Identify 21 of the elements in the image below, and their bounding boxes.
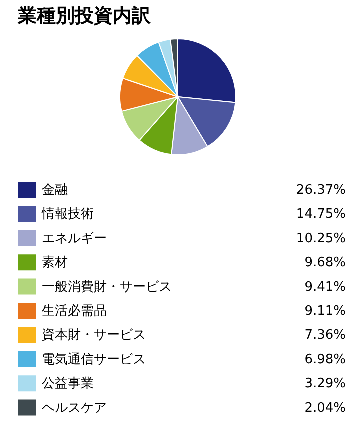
legend-label: エネルギー	[42, 231, 107, 246]
data-label: 14.75%	[296, 207, 346, 222]
legend-label: 公益事業	[42, 376, 94, 392]
legend-label: 資本財・サービス	[42, 328, 146, 344]
legend-label: ヘルスケア	[42, 400, 107, 416]
data-label: 10.25%	[296, 231, 346, 246]
data-label: 6.98%	[304, 352, 346, 368]
data-label: 9.41%	[304, 280, 346, 295]
data-label: 9.68%	[304, 256, 346, 271]
data-label: 9.11%	[304, 304, 346, 319]
legend-label: 金融	[42, 183, 68, 198]
legend-label: 情報技術	[41, 207, 94, 222]
data-label: 7.36%	[304, 328, 346, 344]
legend-label: 生活必需品	[42, 304, 107, 319]
legend-label: 一般消費財・サービス	[42, 280, 172, 295]
legend-label: 電気通信サービス	[42, 352, 146, 368]
chart-title: 業種別投資内訳	[17, 5, 152, 27]
data-label: 2.04%	[304, 400, 346, 416]
legend-label: 素材	[42, 256, 68, 271]
data-label: 26.37%	[296, 183, 346, 198]
data-label: 3.29%	[304, 376, 346, 392]
